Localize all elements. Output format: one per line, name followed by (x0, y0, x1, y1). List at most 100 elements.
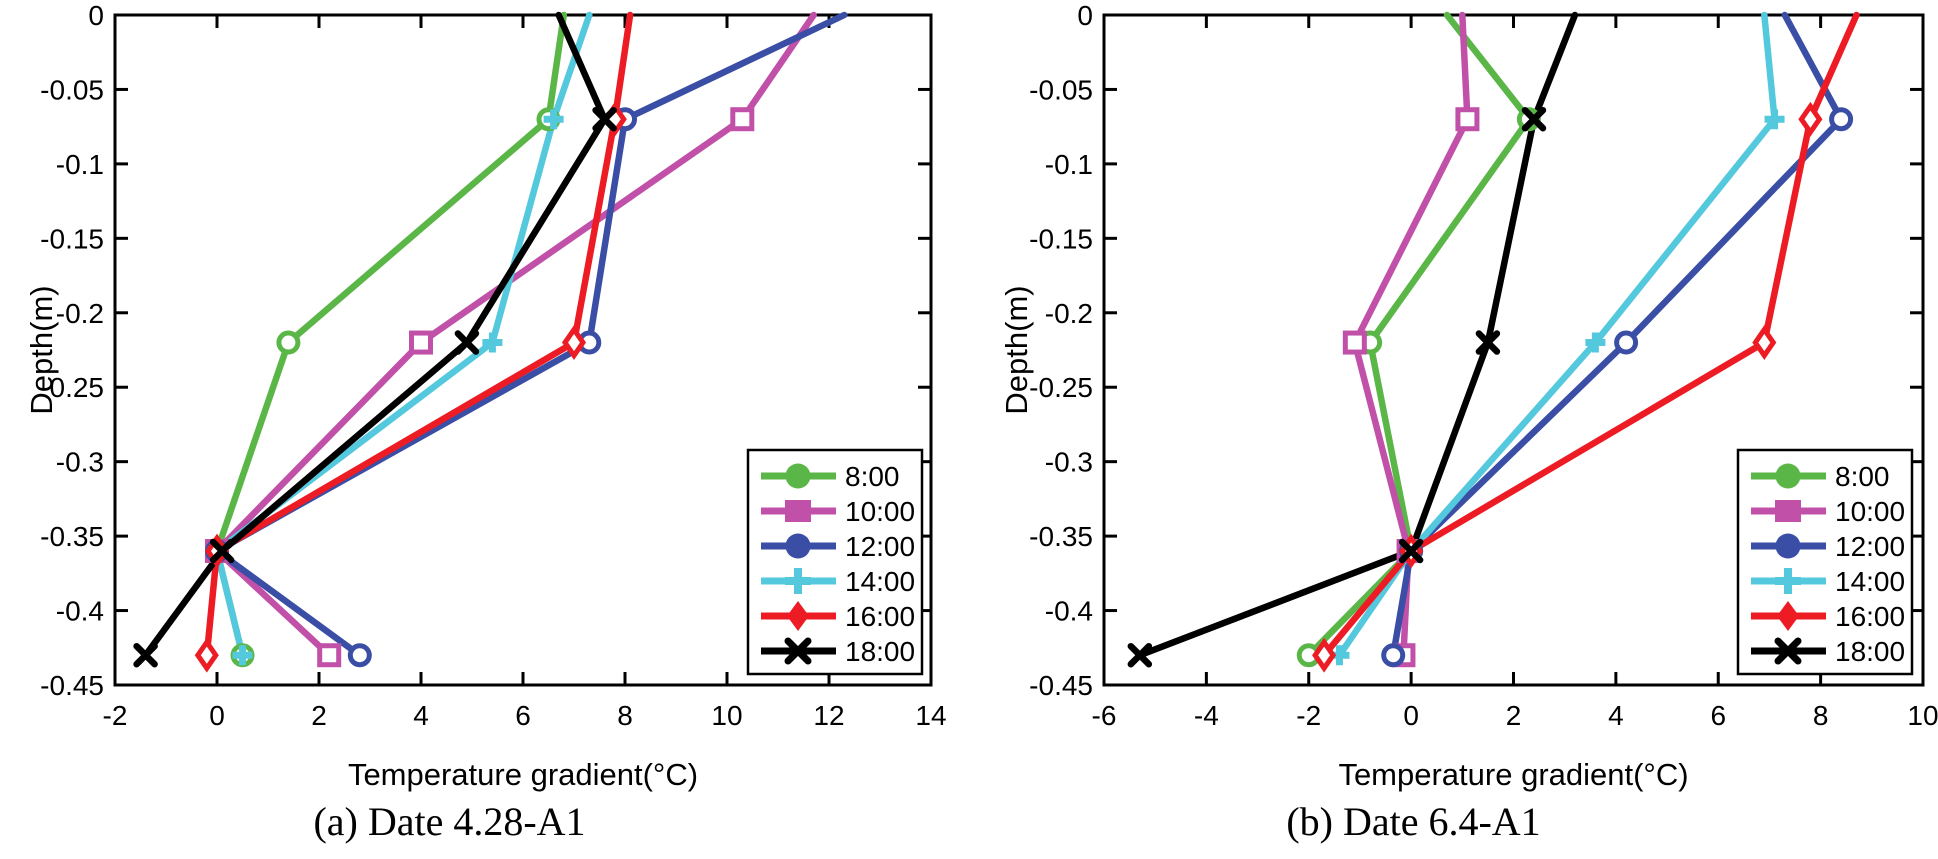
marker-16:00 (1798, 101, 1823, 137)
marker-8:00 (276, 330, 301, 355)
x-tick-label: -2 (103, 700, 128, 731)
legend-item-12:00: 12:00 (761, 531, 915, 562)
x-tick-label: 6 (515, 700, 531, 731)
y-tick-label: -0.2 (1045, 298, 1093, 329)
series-line-14:00 (213, 11, 593, 659)
legend-marker (1777, 601, 1799, 631)
legend-label: 12:00 (845, 531, 915, 562)
y-axis-label: Depth(m) (999, 285, 1034, 414)
legend-marker (787, 601, 809, 631)
legend-marker (1775, 568, 1801, 594)
legend-marker (1775, 463, 1801, 489)
legend-marker (785, 568, 811, 594)
legend-label: 12:00 (1835, 531, 1905, 562)
legend-label: 16:00 (845, 601, 915, 632)
marker-16:00 (1312, 637, 1337, 673)
marker-10:00 (317, 643, 342, 668)
y-tick-label: -0.3 (1045, 447, 1093, 478)
marker-18:00 (454, 330, 480, 355)
legend: 8:00 10:00 12:00 14:00 16:00 18:00 (1736, 448, 1914, 676)
y-tick-label: -0.1 (56, 149, 104, 180)
y-tick-label: -0.1 (1045, 149, 1093, 180)
legend-marker (785, 533, 811, 559)
x-axis-label: Temperature gradient(°C) (348, 757, 698, 792)
legend-item-8:00: 8:00 (761, 461, 900, 492)
marker-16:00 (561, 325, 587, 360)
x-tick-label: 2 (1506, 700, 1522, 731)
legend-item-14:00: 14:00 (761, 566, 915, 597)
y-tick-label: -0.05 (1029, 74, 1093, 105)
y-tick-label: -0.4 (1045, 596, 1093, 627)
legend-marker (785, 500, 811, 522)
marker-10:00 (730, 107, 755, 132)
x-tick-label: 4 (413, 700, 429, 731)
plot-b-svg: -6 -4 -2 0 2 4 6 8 10 0 -0.05 -0.1 -0.15 -0.2 -0.25 -0.… (999, 0, 1938, 792)
marker-12:00 (1381, 643, 1406, 668)
marker-14:00 (232, 645, 253, 666)
legend-item-14:00: 14:00 (1751, 566, 1905, 597)
x-tick-label: 10 (711, 700, 742, 731)
legend: 8:00 10:00 12:00 14:00 16:00 18:00 (746, 448, 924, 676)
legend-marker (785, 463, 811, 489)
legend-label: 10:00 (845, 496, 915, 527)
legend-marker (784, 637, 812, 665)
y-tick-label: -0.05 (40, 74, 104, 105)
x-tick-label: 4 (1608, 700, 1624, 731)
y-tick-label: -0.35 (1029, 521, 1093, 552)
marker-14:00 (482, 332, 503, 353)
legend-label: 10:00 (1835, 496, 1905, 527)
legend-label: 18:00 (845, 636, 915, 667)
legend-item-18:00: 18:00 (1751, 636, 1905, 667)
legend-item-18:00: 18:00 (761, 636, 915, 667)
y-tick-label: -0.25 (1029, 372, 1093, 403)
y-tick-label: -0.45 (40, 670, 104, 701)
marker-10:00 (1342, 330, 1367, 355)
marker-10:00 (1455, 107, 1480, 132)
marker-18:00 (1127, 642, 1153, 668)
legend-item-12:00: 12:00 (1751, 531, 1905, 562)
x-tick-label: -6 (1092, 700, 1117, 731)
y-tick-label: -0.4 (56, 596, 104, 627)
marker-14:00 (1764, 109, 1785, 130)
marker-16:00 (1752, 325, 1777, 360)
chart-b: -6 -4 -2 0 2 4 6 8 10 0 -0.05 -0.1 -0.15 -0.2 -0.25 -0.… (969, 0, 1938, 859)
legend-item-8:00: 8:00 (1751, 461, 1890, 492)
caption-a: (a) Date 4.28-A1 (313, 799, 586, 844)
marker-18:00 (1521, 106, 1547, 132)
caption-b: (b) Date 6.4-A1 (1286, 799, 1541, 844)
series-line-10:00 (213, 11, 817, 659)
series-line-8:00 (213, 11, 568, 659)
legend-item-16:00: 16:00 (1751, 601, 1905, 632)
y-tick-label: 0 (1077, 0, 1093, 31)
x-tick-label: 10 (1907, 700, 1938, 731)
x-tick-label: -4 (1194, 700, 1219, 731)
y-tick-label: -0.3 (56, 447, 104, 478)
x-tick-label: 0 (209, 700, 225, 731)
marker-18:00 (133, 642, 158, 668)
marker-10:00 (409, 330, 433, 355)
legend-label: 8:00 (845, 461, 900, 492)
x-tick-label: 0 (1403, 700, 1419, 731)
marker-12:00 (347, 643, 372, 668)
x-axis-label: Temperature gradient(°C) (1338, 757, 1688, 792)
legend-item-16:00: 16:00 (761, 601, 915, 632)
y-tick-label: -0.25 (40, 372, 104, 403)
y-tick-label: -0.45 (1029, 670, 1093, 701)
legend-marker (1774, 637, 1802, 665)
legend-label: 8:00 (1835, 461, 1890, 492)
legend-label: 18:00 (1835, 636, 1905, 667)
marker-16:00 (194, 637, 219, 673)
y-tick-label: -0.15 (40, 223, 104, 254)
legend-marker (1775, 533, 1801, 559)
marker-12:00 (1829, 107, 1854, 132)
y-tick-label: 0 (88, 0, 104, 31)
legend-label: 16:00 (1835, 601, 1905, 632)
marker-14:00 (1585, 332, 1606, 353)
legend-label: 14:00 (1835, 566, 1905, 597)
legend-item-10:00: 10:00 (761, 496, 915, 527)
x-tick-label: 12 (813, 700, 844, 731)
legend-box (1736, 448, 1914, 676)
legend-item-10:00: 10:00 (1751, 496, 1905, 527)
x-tick-label: 14 (915, 700, 946, 731)
